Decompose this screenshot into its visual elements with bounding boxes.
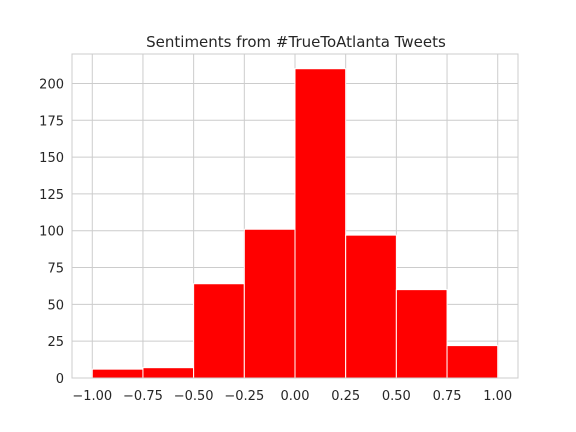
x-tick-label: −0.25 xyxy=(224,389,264,404)
bars xyxy=(91,68,499,379)
x-tick-label: 0.75 xyxy=(433,389,462,404)
y-tick-label: 150 xyxy=(39,151,64,166)
y-tick-label: 200 xyxy=(39,77,64,92)
plot-frame xyxy=(71,53,519,379)
x-tick-label: −0.75 xyxy=(123,389,163,404)
y-tick-label: 50 xyxy=(47,298,64,313)
histogram-bar xyxy=(395,289,448,379)
histogram-bar xyxy=(446,345,499,379)
histogram-bar xyxy=(193,283,245,379)
histogram-bar xyxy=(294,68,347,379)
x-tick-label: 0.50 xyxy=(382,389,411,404)
y-tick-label: 75 xyxy=(47,262,64,277)
x-tick-label: 0.00 xyxy=(281,389,310,404)
chart-title: Sentiments from #TrueToAtlanta Tweets xyxy=(146,33,446,51)
y-tick-label: 175 xyxy=(39,114,64,129)
y-tick-label: 25 xyxy=(47,335,64,350)
x-tick-label: 1.00 xyxy=(483,389,512,404)
y-tick-label: 100 xyxy=(39,225,64,240)
histogram-bar xyxy=(243,228,296,379)
x-tick-label: −1.00 xyxy=(72,389,112,404)
y-axis-ticks: 0 25 50 75 100 125 150 175 200 xyxy=(39,77,64,387)
histogram-bar xyxy=(345,234,397,379)
x-tick-label: 0.25 xyxy=(331,389,360,404)
histogram-bar xyxy=(142,367,195,379)
y-tick-label: 125 xyxy=(39,188,64,203)
histogram-bar xyxy=(91,368,144,379)
y-tick-label: 0 xyxy=(56,372,64,387)
x-axis-ticks: −1.00 −0.75 −0.50 −0.25 0.00 0.25 0.50 0.75 1.00 xyxy=(72,389,512,404)
x-tick-label: −0.50 xyxy=(174,389,214,404)
